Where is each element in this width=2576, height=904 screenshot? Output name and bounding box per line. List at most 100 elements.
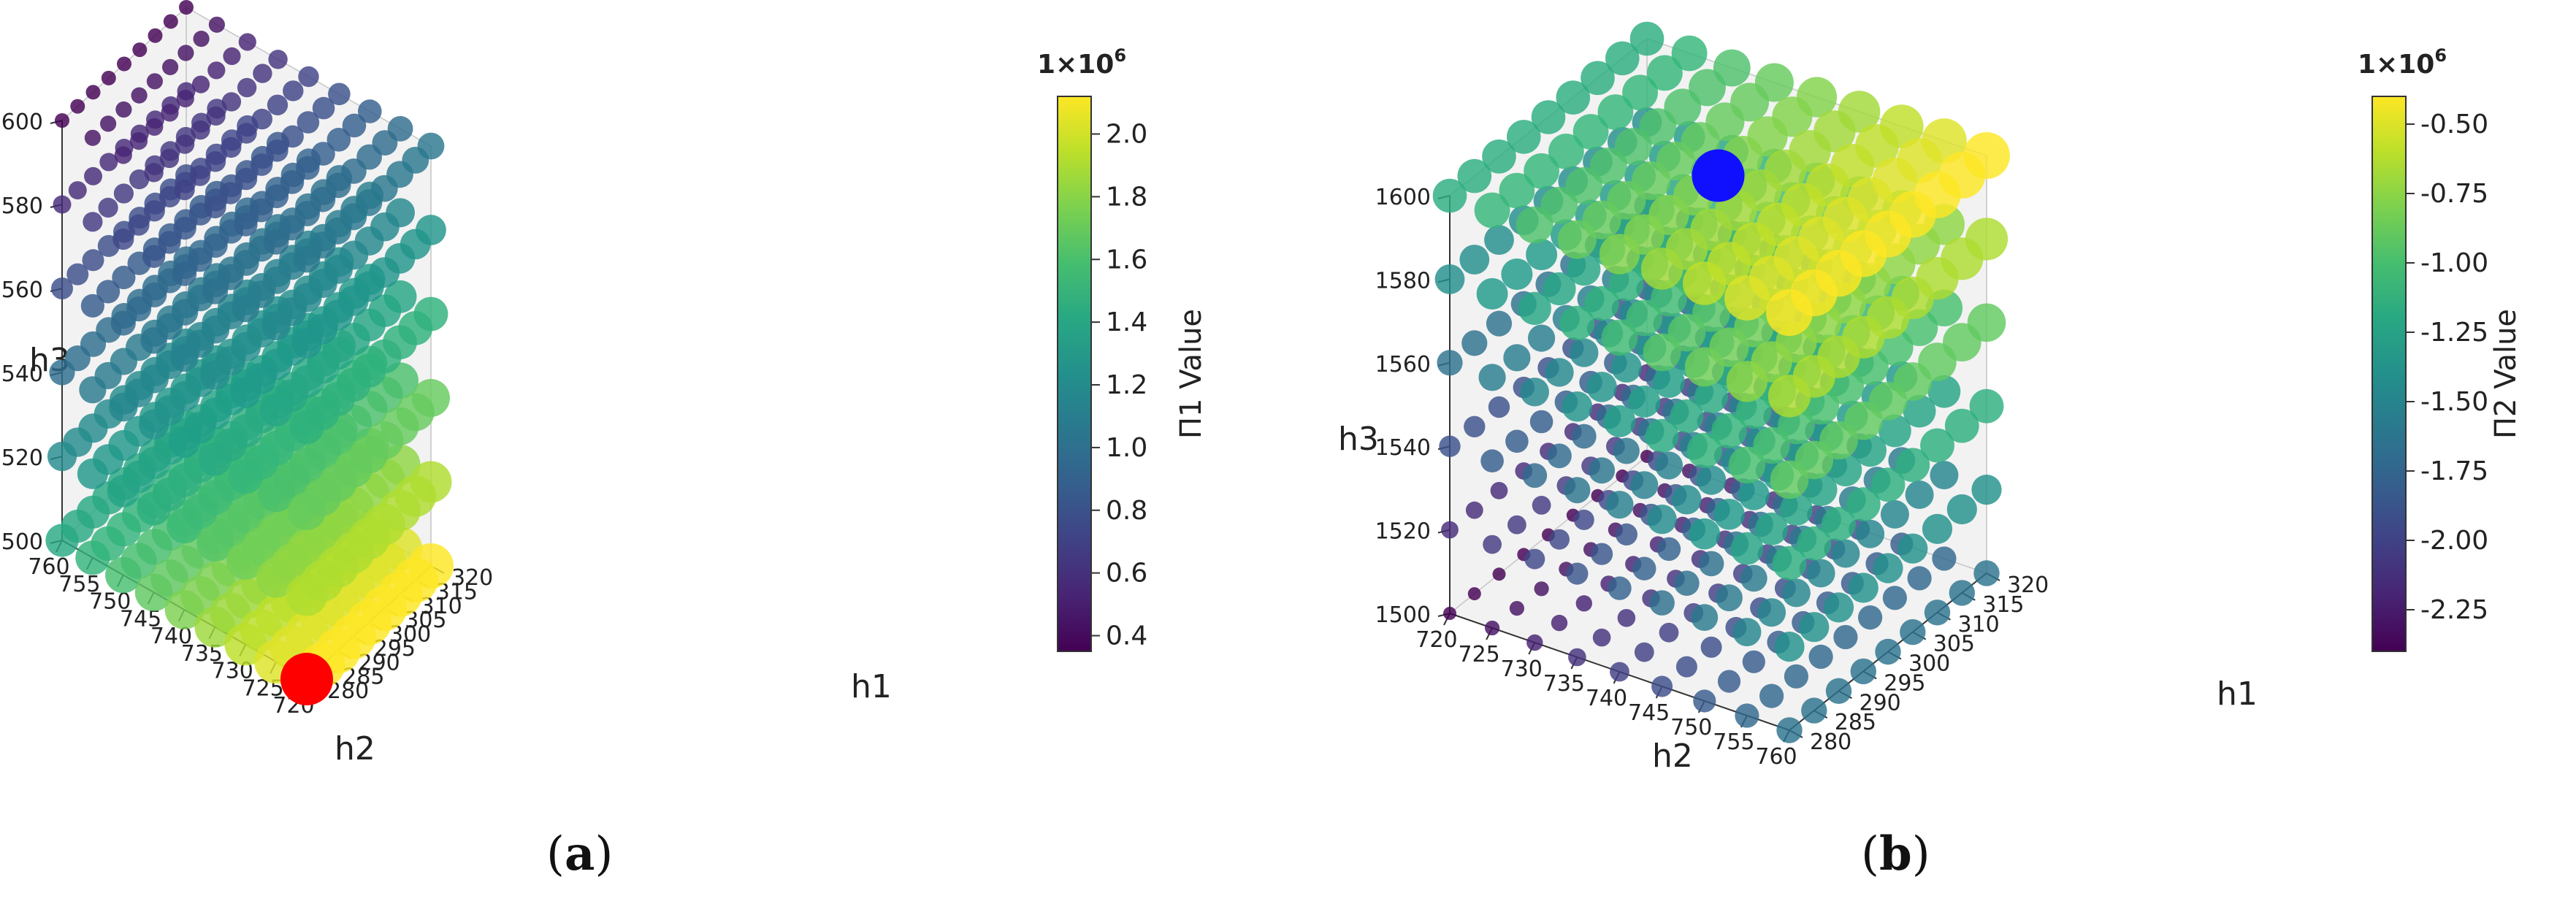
data-point <box>1654 451 1683 480</box>
data-point <box>1799 612 1830 643</box>
data-point <box>250 153 273 176</box>
data-point <box>51 277 73 299</box>
data-point <box>298 66 319 88</box>
data-point <box>1482 139 1516 174</box>
data-point <box>1973 560 2000 586</box>
data-point <box>1605 41 1640 76</box>
data-point <box>112 265 136 290</box>
data-point <box>1547 443 1572 469</box>
y-tick-label: 760 <box>28 554 69 580</box>
data-point <box>1905 480 1934 509</box>
data-point <box>159 148 180 169</box>
data-point <box>1873 553 1903 583</box>
data-point <box>79 376 107 404</box>
data-point <box>1833 624 1858 650</box>
data-point <box>1949 580 1975 606</box>
data-point <box>194 606 236 648</box>
data-point <box>1825 678 1852 704</box>
y-tick-label: 750 <box>89 589 131 615</box>
data-point <box>1854 434 1887 467</box>
data-point <box>1599 234 1640 275</box>
z-tick-label: 1580 <box>0 194 43 219</box>
data-point <box>263 229 289 255</box>
data-point <box>1532 496 1551 515</box>
data-point <box>1755 512 1789 545</box>
data-point <box>1946 494 1977 525</box>
z-tick-label: 1500 <box>0 529 43 555</box>
panel-a-chart: 2802852902953003053103153207607557507457… <box>0 0 1208 767</box>
data-point <box>1823 592 1854 623</box>
data-point <box>207 61 226 80</box>
data-point <box>158 231 181 254</box>
optimum-point <box>280 653 333 705</box>
data-point <box>82 249 104 272</box>
data-point <box>1643 333 1681 372</box>
data-point <box>1483 535 1502 554</box>
data-point <box>84 129 101 146</box>
data-point <box>55 113 69 128</box>
data-point <box>134 573 173 612</box>
data-point <box>1907 566 1932 591</box>
data-point <box>176 89 194 108</box>
data-point <box>1559 305 1595 341</box>
colorbar-tick-label: 1.0 <box>1106 433 1147 463</box>
x-tick-label: 295 <box>1884 670 1925 696</box>
data-point <box>1570 338 1599 367</box>
data-point <box>1696 465 1727 495</box>
data-point <box>1584 286 1619 321</box>
data-point <box>221 92 242 112</box>
y-tick-label: 755 <box>58 572 100 597</box>
data-point <box>1528 324 1556 352</box>
data-point <box>291 328 322 359</box>
data-point <box>259 393 293 426</box>
z-tick-label: 1600 <box>0 110 43 135</box>
data-point <box>1850 658 1876 685</box>
data-point <box>1735 703 1759 728</box>
data-point <box>1474 192 1510 229</box>
data-point <box>342 113 367 138</box>
data-point <box>261 311 291 341</box>
data-point <box>1586 372 1617 402</box>
data-point <box>163 14 178 29</box>
colorbar-tick-label: 1.2 <box>1106 370 1147 400</box>
data-point <box>1711 413 1747 449</box>
data-point <box>45 524 79 557</box>
data-point <box>1467 587 1481 601</box>
data-point <box>1490 482 1508 499</box>
data-point <box>1575 595 1592 612</box>
data-point <box>101 70 116 85</box>
data-point <box>100 115 117 132</box>
data-point <box>170 343 199 372</box>
data-point <box>326 128 351 152</box>
data-point <box>1932 546 1957 571</box>
data-point <box>1526 239 1558 271</box>
colorbar-tick-label: 0.4 <box>1106 621 1147 651</box>
data-point <box>230 377 261 408</box>
x-axis-title: h1 <box>2217 675 2258 713</box>
data-point <box>1485 620 1500 636</box>
data-point <box>1572 114 1609 150</box>
data-point <box>1499 172 1535 209</box>
data-point <box>1713 499 1745 530</box>
data-point <box>1671 35 1708 72</box>
data-point <box>132 42 148 58</box>
data-point <box>297 111 320 134</box>
data-point <box>205 151 226 172</box>
data-point <box>1548 134 1584 169</box>
data-point <box>110 310 136 336</box>
data-point <box>1531 100 1566 134</box>
data-point <box>1672 485 1702 515</box>
data-point <box>1441 521 1459 539</box>
data-point <box>174 179 195 201</box>
data-point <box>1568 648 1586 667</box>
data-point <box>1903 394 1936 428</box>
data-point <box>1507 515 1526 535</box>
tick-labels: 2802852902953003053103153207207257307357… <box>1375 185 2049 770</box>
data-point <box>162 58 179 75</box>
data-point <box>1675 656 1697 678</box>
data-point <box>1551 614 1568 632</box>
data-point <box>1781 578 1811 608</box>
data-point <box>228 459 264 494</box>
colorbar-scale-label: 1×106 <box>1037 45 1126 80</box>
data-point <box>1484 225 1514 255</box>
